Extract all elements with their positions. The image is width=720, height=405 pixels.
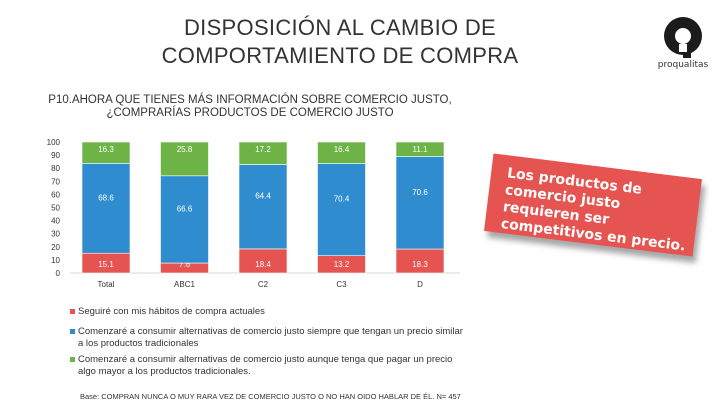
data-label: 15.1: [98, 260, 114, 269]
x-tick-label: Total: [98, 280, 115, 289]
data-label: 16.3: [98, 145, 114, 154]
legend-item-higher-price: Comenzaré a consumir alternativas de com…: [70, 354, 470, 378]
x-tick-label: ABC1: [174, 280, 195, 289]
bar-segment: [81, 141, 131, 164]
question-line1: P10.AHORA QUE TIENES MÁS INFORMACIÓN SOB…: [48, 94, 452, 106]
data-label: 64.4: [255, 192, 271, 201]
y-tick-label: 30: [51, 230, 60, 239]
bar-segment: [395, 141, 445, 157]
data-label: 70.6: [412, 188, 428, 197]
x-tick-label: C2: [258, 280, 269, 289]
legend-item-habits: Seguiré con mis hábitos de compra actual…: [70, 306, 470, 318]
legend-label: Comenzaré a consumir alternativas de com…: [78, 354, 453, 377]
data-label: 25.8: [177, 145, 193, 154]
stacked-bar-chart: 0 10 20 30 40 50 60 70 80 90 100 15.1 68.6 16.3 Total 7…: [47, 138, 460, 289]
legend-swatch-green: [70, 357, 75, 362]
data-label: 13.2: [334, 260, 350, 269]
bar-segment: [81, 163, 131, 254]
base-note: Base: COMPRAN NUNCA O MUY RARA VEZ DE CO…: [80, 392, 461, 401]
x-tick-label: C3: [336, 280, 347, 289]
bar-segment: [238, 141, 288, 165]
data-label: 11.1: [413, 145, 429, 154]
data-label: 70.4: [334, 195, 350, 204]
data-label: 18.4: [255, 260, 271, 269]
y-tick-label: 20: [51, 243, 60, 252]
question-text: P10.AHORA QUE TIENES MÁS INFORMACIÓN SOB…: [40, 94, 460, 120]
data-label: 66.6: [177, 204, 193, 213]
callout-text: Los productos de comercio justo requiere…: [500, 165, 687, 255]
legend-label: Comenzaré a consumir alternativas de com…: [78, 326, 463, 349]
y-tick-label: 100: [47, 138, 61, 147]
bar-segment: [160, 175, 209, 264]
y-tick-label: 60: [51, 190, 60, 199]
y-tick-label: 70: [51, 177, 60, 186]
y-tick-label: 90: [51, 151, 60, 160]
data-label: 7.6: [179, 260, 191, 269]
chart-legend: Seguiré con mis hábitos de compra actual…: [70, 306, 470, 382]
slide-title-line2: COMPORTAMIENTO DE COMPRA: [161, 43, 519, 68]
bar-segment: [317, 163, 366, 257]
x-tick-label: D: [417, 280, 423, 289]
slide-title-line1: DISPOSICIÓN AL CAMBIO DE: [183, 15, 496, 40]
logo-text: proqualitas: [657, 60, 709, 70]
legend-swatch-red: [70, 309, 75, 314]
legend-label: Seguiré con mis hábitos de compra actual…: [78, 306, 265, 317]
y-tick-label: 80: [51, 164, 60, 173]
callout-note: Los productos de comercio justo requiere…: [484, 153, 702, 257]
bar-segment: [238, 164, 288, 250]
data-label: 18.3: [412, 260, 428, 269]
y-tick-label: 40: [51, 217, 60, 226]
y-tick-label: 50: [51, 204, 60, 213]
legend-item-similar-price: Comenzaré a consumir alternativas de com…: [70, 326, 470, 350]
data-label: 16.4: [334, 145, 350, 154]
question-line2: ¿COMPRARÍAS PRODUCTOS DE COMERCIO JUSTO: [106, 107, 394, 119]
bar-segment: [317, 141, 366, 164]
proqualitas-logo-icon: [664, 17, 702, 58]
slide-title: DISPOSICIÓN AL CAMBIO DE COMPORTAMIENTO …: [0, 14, 680, 70]
bar-segment: [238, 248, 288, 274]
bar-segment: [395, 156, 445, 250]
data-label: 17.2: [255, 145, 271, 154]
data-label: 68.6: [98, 193, 114, 202]
y-tick-label: 10: [51, 256, 60, 265]
y-tick-label: 0: [56, 269, 61, 278]
bar-segment: [160, 141, 209, 177]
legend-swatch-blue: [70, 329, 75, 334]
